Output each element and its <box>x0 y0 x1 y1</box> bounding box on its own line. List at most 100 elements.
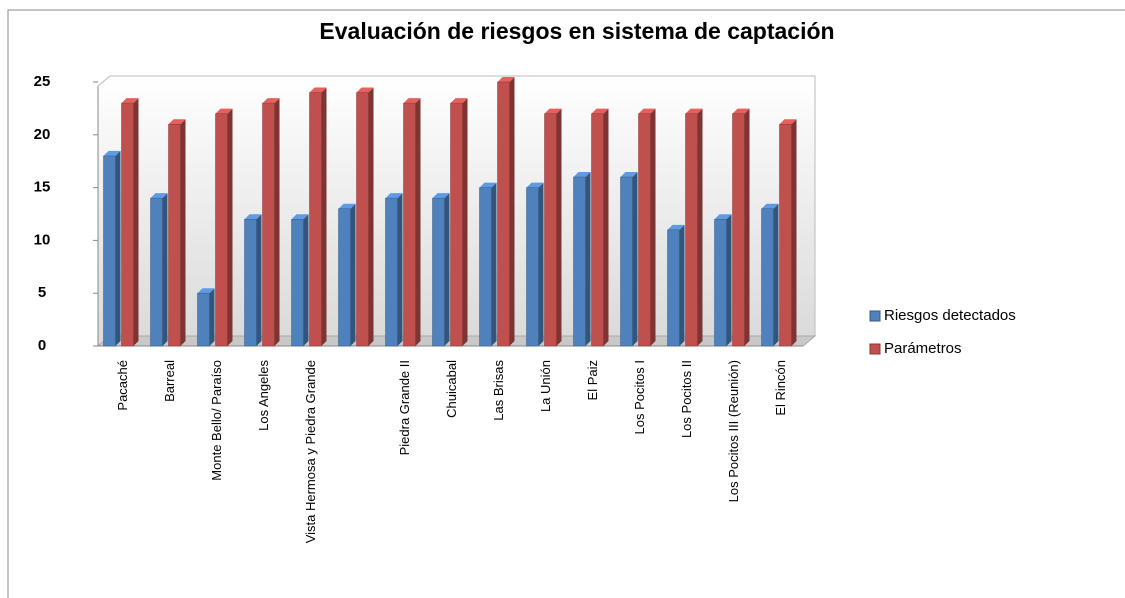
bar-side <box>397 193 403 346</box>
bar-side <box>444 193 450 346</box>
bar <box>544 113 557 347</box>
bar-top <box>197 288 215 294</box>
bar-side <box>509 77 515 346</box>
bar <box>150 197 163 347</box>
bar-top <box>338 203 356 209</box>
legend-label: Riesgos detectados <box>884 307 1016 324</box>
bar-top <box>385 193 403 199</box>
bar <box>620 176 633 347</box>
bar-side <box>115 150 121 346</box>
bar-top <box>544 108 562 114</box>
bar <box>526 187 539 347</box>
bar <box>432 197 445 347</box>
bar-top <box>497 77 515 82</box>
bar <box>338 208 351 347</box>
bar <box>309 92 322 347</box>
bar-top <box>262 98 280 104</box>
x-tick-label: Los Pocitos III (Reunión) <box>726 360 741 502</box>
bar-top <box>121 98 139 104</box>
bar-side <box>180 119 186 347</box>
bar-top <box>714 214 732 220</box>
bar-side <box>162 193 168 346</box>
bar <box>215 113 228 347</box>
bar <box>103 155 116 347</box>
bar-side <box>321 87 327 346</box>
bar-side <box>303 214 309 346</box>
bar-side <box>538 182 544 346</box>
bar-top <box>667 224 685 230</box>
bar-top <box>732 108 750 114</box>
legend-label: Parámetros <box>884 340 962 357</box>
legend-swatch <box>869 343 881 355</box>
bar <box>732 113 745 347</box>
bar-side <box>632 172 638 346</box>
bar-side <box>256 214 262 346</box>
bar-top <box>356 87 374 93</box>
bar <box>497 81 510 347</box>
x-tick-label: Monte Bello/ Paraíso <box>209 360 224 481</box>
bar-side <box>556 108 562 347</box>
bar-top <box>103 150 121 156</box>
bar <box>356 92 369 347</box>
x-tick-label: Piedra Grande II <box>397 360 412 455</box>
bar-side <box>368 87 374 346</box>
bar-top <box>309 87 327 93</box>
bar-side <box>744 108 750 347</box>
bar-top <box>779 119 797 125</box>
y-tick-label: 0 <box>38 337 46 354</box>
y-tick-label: 15 <box>34 179 51 196</box>
bar-top <box>573 172 591 178</box>
x-tick-label: La Unión <box>538 360 553 412</box>
bar-top <box>638 108 656 114</box>
y-tick-label: 20 <box>34 126 51 143</box>
chart-title: Evaluación de riesgos en sistema de capt… <box>319 18 834 44</box>
bar-side <box>274 98 280 347</box>
x-tick-label: Los Pocitos II <box>679 360 694 438</box>
x-tick-label: Las Brisas <box>491 360 506 421</box>
bar-side <box>462 98 468 347</box>
bar-side <box>415 98 421 347</box>
bar <box>197 292 210 347</box>
bar-top <box>244 214 262 220</box>
legend-swatch <box>869 310 881 322</box>
bar-top <box>761 203 779 209</box>
bar-side <box>491 182 497 346</box>
bar-side <box>133 98 139 347</box>
bar <box>244 219 257 347</box>
bar <box>591 113 604 347</box>
bar-top <box>685 108 703 114</box>
bar <box>779 123 792 347</box>
bar-top <box>450 98 468 104</box>
bar-side <box>679 224 685 346</box>
bar-side <box>209 288 215 346</box>
bar-side <box>773 203 779 346</box>
bar-top <box>150 193 168 199</box>
x-tick-label: Vista Hermosa y Piedra Grande <box>303 360 318 543</box>
x-tick-label: El Paiz <box>585 360 600 400</box>
bar <box>291 219 304 347</box>
x-tick-label: Pacaché <box>115 360 130 411</box>
y-tick-label: 5 <box>38 284 46 301</box>
bar-top <box>291 214 309 220</box>
bar <box>573 176 586 347</box>
bar-top <box>168 119 186 125</box>
x-tick-label: El Rincón <box>773 360 788 416</box>
bar-side <box>726 214 732 346</box>
bar-top <box>620 172 638 178</box>
bar-side <box>791 119 797 347</box>
bar-top <box>479 182 497 188</box>
bar <box>714 219 727 347</box>
bar-side <box>603 108 609 347</box>
bar-side <box>227 108 233 347</box>
x-tick-label: Chuicabal <box>444 360 459 418</box>
x-tick-label: Barreal <box>162 360 177 402</box>
bar-top <box>432 193 450 199</box>
bar-top <box>215 108 233 114</box>
bar-top <box>526 182 544 188</box>
bar-side <box>650 108 656 347</box>
bar <box>450 102 463 347</box>
bar <box>403 102 416 347</box>
bar-side <box>350 203 356 346</box>
